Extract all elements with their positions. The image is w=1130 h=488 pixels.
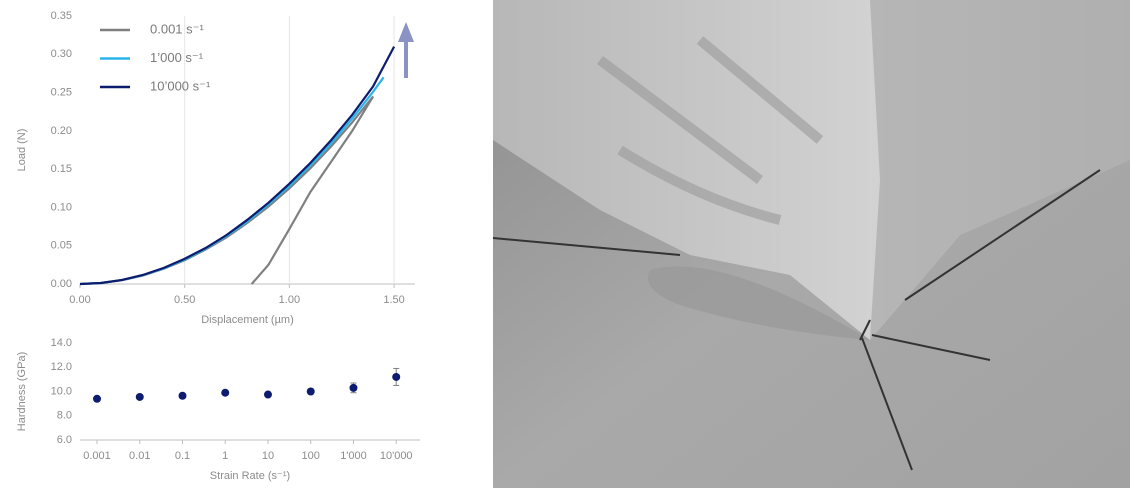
- legend-label: 10’000 s⁻¹: [150, 78, 211, 93]
- sem-image: [493, 0, 1130, 488]
- figure: 0.00 0.50 1.00 1.50 0.00 0.05 0.10 0.15 0.20 0.25…: [0, 0, 1130, 488]
- point: [93, 395, 101, 403]
- point: [307, 388, 315, 396]
- x-tick-label: 0.50: [174, 294, 195, 306]
- x-tick-label: 100: [302, 450, 320, 462]
- x-tick-label: 0.00: [69, 294, 90, 306]
- y-tick-label: 0.00: [51, 278, 72, 290]
- point: [221, 389, 229, 397]
- point: [264, 391, 272, 399]
- y-tick-label: 0.25: [51, 86, 72, 98]
- point: [349, 384, 357, 392]
- y-tick-label: 0.10: [51, 201, 72, 213]
- y-axis-title: Load (N): [16, 129, 28, 172]
- y-tick-label: 14.0: [51, 337, 72, 349]
- series-line: [80, 96, 373, 284]
- point: [392, 373, 400, 381]
- x-tick-label: 0.001: [83, 450, 111, 462]
- legend-label: 0.001 s⁻¹: [150, 21, 205, 36]
- x-tick-label: 10: [262, 450, 274, 462]
- x-tick-label: 0.01: [129, 450, 150, 462]
- charts: 0.00 0.50 1.00 1.50 0.00 0.05 0.10 0.15 0.20 0.25…: [16, 10, 420, 482]
- y-tick-label: 8.0: [57, 410, 72, 422]
- y-axis-title: Hardness (GPa): [16, 352, 28, 431]
- y-tick-label: 6.0: [57, 434, 72, 446]
- y-tick-label: 0.30: [51, 48, 72, 60]
- point: [136, 393, 144, 401]
- x-tick-label: 1: [222, 450, 228, 462]
- series-line: [80, 77, 384, 284]
- x-axis-title: Strain Rate (s⁻¹): [210, 470, 290, 482]
- x-tick-label: 1.00: [279, 294, 300, 306]
- x-tick-label: 1'000: [340, 450, 367, 462]
- y-tick-label: 12.0: [51, 361, 72, 373]
- x-tick-label: 10'000: [380, 450, 413, 462]
- y-tick-label: 0.15: [51, 163, 72, 175]
- y-tick-label: 0.35: [51, 10, 72, 22]
- x-tick-label: 1.50: [383, 294, 404, 306]
- x-tick-label: 0.1: [175, 450, 190, 462]
- arrow-head: [398, 22, 414, 42]
- y-tick-label: 0.20: [51, 125, 72, 137]
- series-line: [80, 47, 394, 284]
- x-axis-title: Displacement (µm): [201, 314, 294, 326]
- y-tick-label: 10.0: [51, 385, 72, 397]
- legend-label: 1’000 s⁻¹: [150, 50, 204, 65]
- y-tick-label: 0.05: [51, 240, 72, 252]
- point: [178, 392, 186, 400]
